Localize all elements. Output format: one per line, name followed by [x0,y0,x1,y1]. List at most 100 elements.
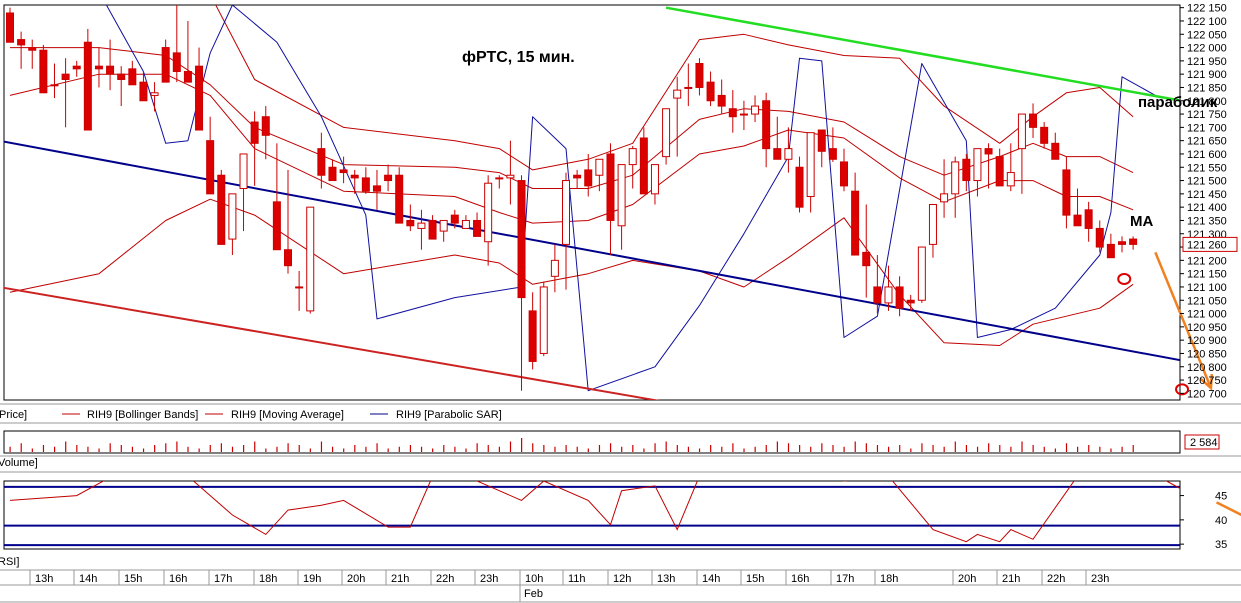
price-tick-label: 121 100 [1187,282,1227,294]
volume-bar [732,443,734,452]
candle-body [940,193,949,203]
volume-bar [721,446,723,452]
candle [1129,236,1138,250]
volume-bar [476,443,478,452]
volume-bar [498,446,500,452]
candle-body [851,190,860,256]
candle [295,270,304,311]
volume-bar [42,445,45,452]
candle-body [128,68,137,86]
candle-body [372,185,381,192]
candle-body [539,286,548,354]
volume-bar [131,446,134,452]
volume-bar [932,445,934,452]
date-label: Feb [524,588,543,600]
volume-bar [1110,448,1112,452]
candle-body [106,65,115,75]
candle [461,215,470,229]
price-tick-label: 121 200 [1187,255,1227,267]
candle [873,255,882,314]
volume-bar [1010,446,1012,452]
rsi-line [9,481,1180,543]
candle [206,116,215,195]
price-candles [6,5,1138,391]
candle [172,5,181,83]
volume-bar [354,445,356,452]
candle [94,47,103,88]
candle [128,60,137,86]
volume-bar [1065,443,1068,452]
candle-body [828,148,837,160]
volume-bar [1043,446,1045,452]
time-tick-label: 17h [836,573,854,585]
candle [106,39,115,91]
volume-bar [276,446,278,452]
candle [517,175,526,391]
price-tick-label: 121 600 [1187,149,1227,161]
volume-bar [554,446,556,452]
candle [17,31,26,69]
candle [751,95,760,123]
candle-body [1106,243,1115,259]
candle-body [195,65,204,131]
volume-bar [165,443,167,452]
candle-body [784,148,793,160]
candle-body [684,86,693,89]
candle [72,60,81,77]
candle-body [762,100,771,150]
candle [550,244,559,293]
projection-arrow-head [1199,373,1214,391]
target-circle-marker [1117,272,1132,285]
price-tick-label: 120 700 [1187,388,1227,400]
candle [39,44,48,94]
volume-bar [765,445,767,452]
candle [261,106,270,160]
volume-bar [632,445,634,452]
green-channel-line [665,6,1180,102]
rsi-tick-label: 45 [1215,491,1227,503]
price-tick-label: 120 900 [1187,335,1227,347]
candle-body [984,148,993,155]
candle-body [873,286,882,304]
candle [50,63,59,99]
candle-body [350,174,359,179]
candle [428,215,437,240]
volume-bars [9,438,1134,452]
volume-bar [387,448,389,452]
candle-body [117,73,126,80]
candle [139,71,148,102]
candle [662,108,671,165]
candle [117,66,126,107]
parabolic-label: параболик [1138,94,1218,111]
price-tick-label: 121 400 [1187,202,1227,214]
candle-body [339,169,348,174]
price-tick-label: 121 000 [1187,309,1227,321]
candle [372,169,381,210]
volume-bar [309,448,311,452]
volume-bar [187,446,189,452]
candle [917,246,926,303]
candle-body [1062,169,1071,216]
time-tick-label: 20h [958,573,976,585]
candle-body [39,49,48,94]
price-tick-label: 122 050 [1187,29,1227,41]
candle-body [495,177,504,180]
candle-body [417,222,426,229]
candle [417,209,426,250]
candle [250,111,259,186]
volume-bar [1021,441,1023,452]
price-annotations [1117,251,1214,396]
candle [439,219,448,242]
candle [350,169,359,194]
volume-bar [31,448,33,452]
candle-body [773,148,782,160]
volume-bar [109,443,111,452]
candle [573,169,582,189]
volume-bar [598,445,601,452]
candle [195,47,204,131]
time-tick-label: 22h [1047,573,1065,585]
volume-bar [609,443,612,452]
price-tick-label: 120 850 [1187,348,1227,360]
time-tick-label: 18h [880,573,898,585]
candle-body [1029,113,1038,128]
